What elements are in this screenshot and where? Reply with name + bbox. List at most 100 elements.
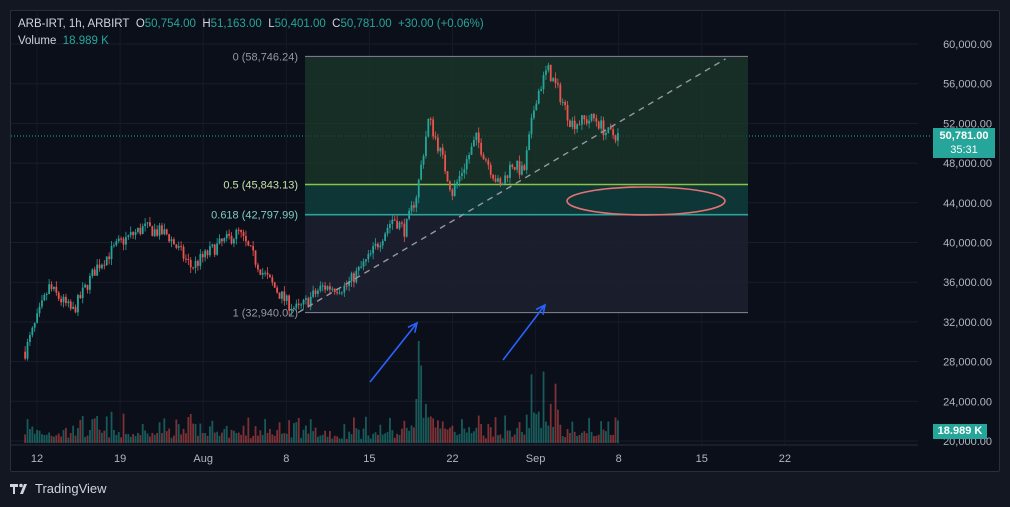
candle-body [473,139,475,147]
candle-body [132,232,135,236]
candle-body [326,286,329,290]
volume-bar [242,425,245,443]
candle-body [413,205,415,208]
time-axis[interactable]: 12 19 Aug 8 15 22 Sep 8 15 22 [11,444,918,465]
x-tick-label: 8 [283,453,289,465]
candle-body [185,258,187,260]
volume-label[interactable]: Volume [18,35,57,47]
volume-bar [33,433,36,443]
candle-body [233,239,235,244]
candle-body [420,164,423,180]
volume-bar [458,433,461,443]
x-tick-label: 15 [696,453,708,465]
annotations[interactable] [297,58,726,383]
candle-body [617,133,619,141]
symbol-title[interactable]: ARB-IRT, 1h, ARBIRT [18,18,130,30]
candle-body [405,218,408,237]
close-value: 50,781.00 [340,18,392,30]
candle-body [597,121,600,129]
candle-body [425,136,427,156]
candle-body [259,269,262,275]
bar-countdown: 35:31 [950,144,978,156]
candle-body [312,290,315,297]
volume-bar [223,428,226,443]
volume-bar [343,424,346,443]
volume-bar [537,411,540,443]
candle-body [237,229,240,231]
candle-body [504,175,507,184]
candle-body [199,254,202,266]
price-axis[interactable]: 60,000.00 56,000.00 52,000.00 48,000.00 44,0… [943,39,992,448]
volume-bar [113,429,115,443]
candle-body [516,160,519,170]
volume-bar [449,427,451,443]
volume-bar [506,430,509,443]
volume-bar [612,434,615,443]
y-tick-label: 56,000.00 [943,79,992,91]
volume-bar [120,437,123,443]
candle-body [444,154,447,172]
y-tick-label: 60,000.00 [943,39,992,51]
volume-bar [384,433,387,443]
candle-body [151,226,154,236]
volume-bar [161,433,163,443]
volume-bar [151,432,154,443]
candle-body [482,154,485,160]
volume-bar [180,434,183,443]
volume-bar [545,421,547,443]
candle-body [590,113,593,121]
candle-body [398,222,401,229]
volume-bar [468,427,471,443]
candle-body [446,171,449,182]
volume-bar [259,430,262,443]
volume-bar [561,436,564,443]
highlight-ellipse[interactable] [566,186,726,216]
volume-bar [91,419,94,443]
candle-body [249,245,252,247]
candle-body [55,286,58,293]
candle-body [333,288,336,292]
volume-bar [175,419,178,443]
volume-bar [350,434,353,443]
candle-body [566,104,569,121]
candle-body [204,250,207,258]
volume-bar [247,417,250,443]
volume-bar [581,432,583,443]
candle-body [576,124,579,130]
candle-body [137,227,139,232]
fibonacci-retracement[interactable]: 0 (58,746.24) 0.5 (45,843.13) 0.618 (42,79… [211,51,748,320]
y-tick-label: 40,000.00 [943,238,992,250]
footer[interactable]: TradingView [10,481,107,496]
candle-body [581,115,583,125]
volume-bar [216,431,219,443]
candle-body [343,285,346,293]
candle-body [410,205,413,211]
candle-body [458,176,461,182]
volume-bar [338,438,341,443]
annotation-arrowhead [407,321,419,333]
candle-body [65,296,67,304]
candle-body [348,281,351,286]
volume-bar [67,437,70,443]
candle-body [168,234,171,242]
volume-bar [393,437,396,443]
volume-bar [547,425,550,443]
dashed-trendline[interactable] [297,58,726,314]
volume-bar [74,435,77,443]
annotation-arrow[interactable] [369,322,418,383]
volume-bar [211,420,214,443]
volume-bar [607,421,610,443]
candle-body [283,291,286,301]
candle-body [595,118,598,122]
candle-body [170,239,173,242]
volume-bar [549,403,552,443]
volume-bar [29,429,31,443]
annotation-arrow[interactable] [502,304,546,361]
volume-bar [266,432,269,443]
candle-body [545,70,547,75]
candle-body [331,288,334,290]
candle-body [211,244,214,247]
volume-bar [132,433,135,443]
candle-body [338,292,341,294]
